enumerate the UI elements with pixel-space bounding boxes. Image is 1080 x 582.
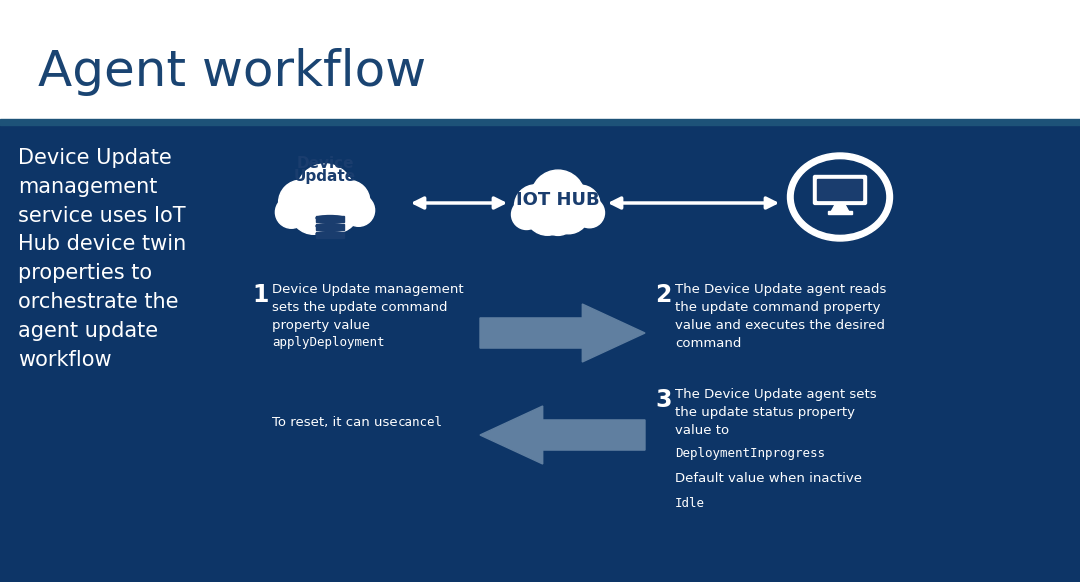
Circle shape [342, 194, 375, 226]
Text: cancel: cancel [399, 416, 443, 429]
Circle shape [328, 180, 369, 222]
Circle shape [314, 188, 359, 233]
Polygon shape [831, 203, 849, 212]
Circle shape [514, 185, 556, 227]
Ellipse shape [787, 153, 892, 241]
FancyBboxPatch shape [818, 179, 863, 200]
Circle shape [512, 200, 541, 229]
Text: Update: Update [294, 169, 356, 184]
Bar [0, 119, 1080, 125]
Text: Device: Device [296, 155, 354, 171]
FancyArrowPatch shape [611, 198, 775, 208]
Text: Device Update management
sets the update command
property value: Device Update management sets the update… [272, 283, 463, 332]
Text: 2: 2 [654, 283, 672, 307]
Bar [316, 215, 345, 222]
Ellipse shape [316, 223, 345, 229]
Text: DeploymentInprogress: DeploymentInprogress [675, 447, 825, 460]
Circle shape [296, 164, 354, 222]
Text: Agent workflow: Agent workflow [38, 48, 427, 96]
Circle shape [275, 196, 308, 228]
Circle shape [540, 200, 576, 235]
Text: 1: 1 [252, 283, 268, 307]
Circle shape [561, 185, 600, 224]
Bar [316, 232, 345, 238]
Text: Device Update
management
service uses IoT
Hub device twin
properties to
orchestr: Device Update management service uses Io… [18, 148, 186, 370]
Text: To reset, it can use: To reset, it can use [272, 416, 402, 429]
Text: 3: 3 [654, 388, 672, 412]
FancyArrowPatch shape [415, 198, 503, 208]
Ellipse shape [795, 160, 886, 234]
Circle shape [531, 170, 585, 224]
Circle shape [575, 198, 605, 228]
Text: Default value when inactive: Default value when inactive [675, 472, 862, 485]
Text: The Device Update agent sets
the update status property
value to: The Device Update agent sets the update … [675, 388, 877, 437]
Ellipse shape [316, 232, 345, 236]
FancyBboxPatch shape [813, 176, 866, 204]
Bar [316, 223, 345, 230]
Text: applyDeployment: applyDeployment [272, 336, 384, 349]
Text: Idle: Idle [675, 497, 705, 510]
Bar [0, 0, 1080, 122]
Circle shape [289, 186, 338, 235]
Circle shape [548, 191, 590, 234]
Ellipse shape [316, 215, 345, 221]
Text: The Device Update agent reads
the update command property
value and executes the: The Device Update agent reads the update… [675, 283, 887, 350]
Polygon shape [480, 406, 645, 464]
Polygon shape [480, 304, 645, 362]
Circle shape [525, 190, 570, 235]
Text: IOT HUB: IOT HUB [516, 191, 599, 209]
Circle shape [306, 196, 345, 235]
Bar [0, 125, 1080, 582]
Bar [828, 211, 852, 214]
Circle shape [279, 180, 323, 225]
